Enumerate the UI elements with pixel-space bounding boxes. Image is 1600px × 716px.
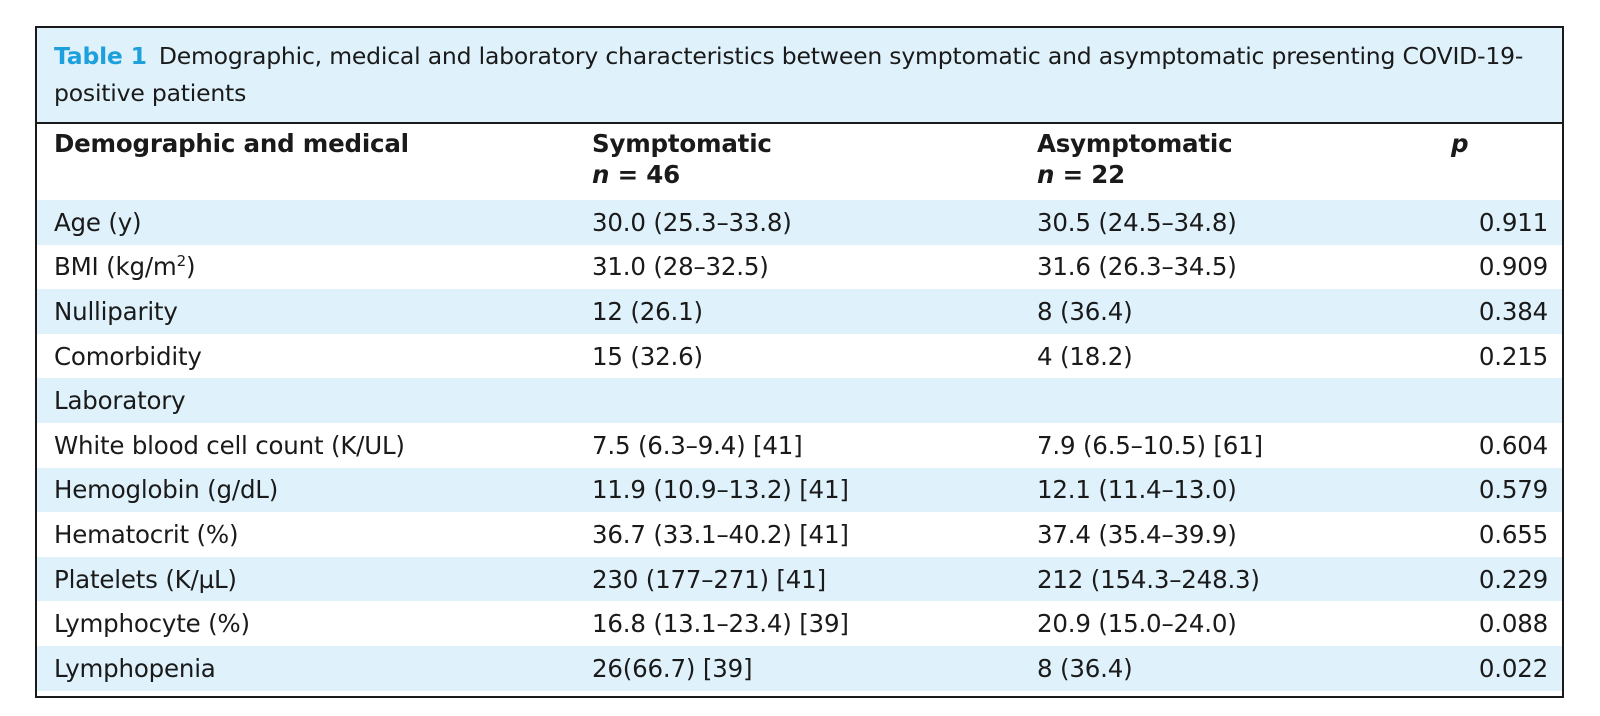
symptomatic-value: 12 (26.1) xyxy=(592,296,703,326)
symptomatic-value: 31.0 (28–32.5) xyxy=(592,252,769,282)
row-label: BMI (kg/m2) xyxy=(54,252,196,282)
asymptomatic-value: 30.5 (24.5–34.8) xyxy=(1037,207,1237,237)
table-row: Platelets (K/µL) 230 (177–271) [41] 212 … xyxy=(37,556,1562,602)
p-value: 0.088 xyxy=(1478,609,1548,639)
p-value: 0.215 xyxy=(1478,341,1548,371)
caption-text: Demographic, medical and laboratory char… xyxy=(54,42,1524,107)
p-value: 0.911 xyxy=(1478,207,1548,237)
asymptomatic-value: 8 (36.4) xyxy=(1037,653,1133,683)
table-number: Table 1 xyxy=(54,42,147,70)
symptomatic-value: 36.7 (33.1–40.2) [41] xyxy=(592,519,849,549)
asymptomatic-value: 4 (18.2) xyxy=(1037,341,1133,371)
symptomatic-value: 30.0 (25.3–33.8) xyxy=(592,207,792,237)
p-value: 0.384 xyxy=(1478,296,1548,326)
data-table: Demographic and medical Symptomatic n = … xyxy=(37,124,1562,691)
table-row: Hematocrit (%) 36.7 (33.1–40.2) [41] 37.… xyxy=(37,512,1562,557)
asymptomatic-value: 31.6 (26.3–34.5) xyxy=(1037,252,1237,282)
row-label: Platelets (K/µL) xyxy=(54,564,237,594)
row-label: Nulliparity xyxy=(54,296,178,326)
table-row: Hemoglobin (g/dL) 11.9 (10.9–13.2) [41] … xyxy=(37,467,1562,513)
symptomatic-value: 11.9 (10.9–13.2) [41] xyxy=(592,475,849,505)
table-section-row: Laboratory xyxy=(37,378,1562,423)
row-label: Age (y) xyxy=(54,207,142,237)
row-label: Comorbidity xyxy=(54,341,202,371)
p-value: 0.229 xyxy=(1478,564,1548,594)
row-label: White blood cell count (K/UL) xyxy=(54,430,405,460)
symptomatic-value: 230 (177–271) [41] xyxy=(592,564,826,594)
symptomatic-value: 15 (32.6) xyxy=(592,341,703,371)
header-asymptomatic-n: n = 22 xyxy=(1037,160,1125,189)
asymptomatic-value: 212 (154.3–248.3) xyxy=(1037,564,1260,594)
header-symptomatic-title: Symptomatic xyxy=(592,129,772,158)
p-value: 0.579 xyxy=(1478,475,1548,505)
header-demographic: Demographic and medical xyxy=(54,129,409,158)
symptomatic-value: 16.8 (13.1–23.4) [39] xyxy=(592,609,849,639)
row-label: Hematocrit (%) xyxy=(54,519,239,549)
p-value: 0.655 xyxy=(1478,519,1548,549)
p-value: 0.909 xyxy=(1478,252,1548,282)
symptomatic-value xyxy=(592,378,1037,423)
header-symptomatic-n: n = 46 xyxy=(592,160,680,189)
table-row: Lymphocyte (%) 16.8 (13.1–23.4) [39] 20.… xyxy=(37,601,1562,646)
header-row: Demographic and medical Symptomatic n = … xyxy=(37,124,1562,200)
row-label: Lymphopenia xyxy=(54,653,216,683)
asymptomatic-value: 8 (36.4) xyxy=(1037,296,1133,326)
table-row: Age (y) 30.0 (25.3–33.8) 30.5 (24.5–34.8… xyxy=(37,200,1562,245)
table-frame: Table 1 Demographic, medical and laborato… xyxy=(35,26,1564,698)
asymptomatic-value: 12.1 (11.4–13.0) xyxy=(1037,475,1237,505)
symptomatic-value: 7.5 (6.3–9.4) [41] xyxy=(592,430,803,460)
section-label: Laboratory xyxy=(54,386,186,416)
asymptomatic-value xyxy=(1037,378,1439,423)
asymptomatic-value: 37.4 (35.4–39.9) xyxy=(1037,519,1237,549)
p-value: 0.604 xyxy=(1478,430,1548,460)
asymptomatic-value: 7.9 (6.5–10.5) [61] xyxy=(1037,430,1263,460)
header-p-value: p xyxy=(1451,129,1469,158)
p-value: 0.022 xyxy=(1478,653,1548,683)
table-row: BMI (kg/m2) 31.0 (28–32.5) 31.6 (26.3–34… xyxy=(37,245,1562,290)
table-row: Comorbidity 15 (32.6) 4 (18.2) 0.215 xyxy=(37,334,1562,379)
symptomatic-value: 26(66.7) [39] xyxy=(592,653,753,683)
table-row: Nulliparity 12 (26.1) 8 (36.4) 0.384 xyxy=(37,289,1562,334)
table-caption: Table 1 Demographic, medical and laborato… xyxy=(37,28,1562,124)
table-body: Age (y) 30.0 (25.3–33.8) 30.5 (24.5–34.8… xyxy=(37,200,1562,691)
p-value xyxy=(1439,378,1562,423)
header-symptomatic: Symptomatic n = 46 xyxy=(592,124,1037,200)
row-label: Hemoglobin (g/dL) xyxy=(54,475,279,505)
table-row: Lymphopenia 26(66.7) [39] 8 (36.4) 0.022 xyxy=(37,645,1562,691)
header-asymptomatic-title: Asymptomatic xyxy=(1037,129,1233,158)
asymptomatic-value: 20.9 (15.0–24.0) xyxy=(1037,609,1237,639)
table-row: White blood cell count (K/UL) 7.5 (6.3–9… xyxy=(37,423,1562,468)
row-label: Lymphocyte (%) xyxy=(54,609,250,639)
header-asymptomatic: Asymptomatic n = 22 xyxy=(1037,124,1439,200)
